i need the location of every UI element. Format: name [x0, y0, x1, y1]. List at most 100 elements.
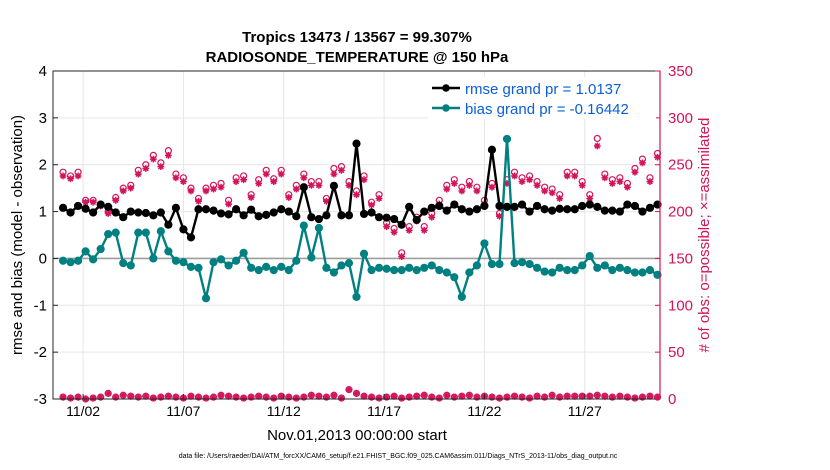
- rmse-point: [608, 206, 617, 215]
- rmse-point: [58, 203, 68, 212]
- rmse-point: [374, 213, 384, 222]
- bias-point: [141, 228, 150, 237]
- bias-point: [96, 244, 105, 254]
- rmse-point: [89, 208, 98, 217]
- rmse-point: [232, 205, 241, 214]
- rmse-point: [299, 183, 308, 192]
- obs-zero-assim-marker: [450, 393, 458, 401]
- obs-zero-assim-marker: [616, 392, 624, 400]
- rmse-point: [412, 215, 421, 225]
- left-tick-label: -3: [34, 391, 47, 408]
- obs-zero-assim-marker: [323, 393, 330, 401]
- rmse-point: [472, 205, 481, 214]
- bias-point: [119, 259, 128, 268]
- obs-assimilated-marker: [511, 172, 518, 180]
- obs-zero-assim-marker: [315, 392, 323, 400]
- rmse-point: [186, 233, 196, 242]
- rmse-point: [134, 208, 143, 217]
- bias-point: [608, 266, 617, 275]
- rmse-point: [450, 200, 459, 209]
- obs-assimilated-marker: [240, 176, 248, 184]
- obs-zero-assim-marker: [240, 394, 248, 402]
- rmse-point: [420, 207, 429, 216]
- rmse-point: [292, 212, 301, 221]
- bias-point: [457, 292, 466, 301]
- obs-zero-assim-marker: [195, 393, 202, 401]
- bias-point: [555, 263, 564, 272]
- bias-point: [442, 268, 451, 277]
- bias-point: [216, 255, 226, 264]
- bias-series: [58, 134, 662, 303]
- rmse-point: [578, 201, 587, 211]
- obs-assimilated-marker: [488, 183, 496, 191]
- rmse-point: [532, 201, 542, 211]
- bias-point: [382, 264, 391, 273]
- obs-assimilated-marker: [503, 180, 511, 187]
- obs-zero-assim-marker: [262, 393, 270, 401]
- rmse-point: [194, 205, 203, 214]
- obs-zero-assim-marker: [526, 394, 533, 402]
- bias-point: [420, 263, 429, 272]
- rmse-point: [269, 208, 278, 217]
- obs-zero-assim-marker: [360, 392, 368, 400]
- bias-point: [81, 247, 90, 256]
- obs-zero-assim-marker: [255, 392, 263, 400]
- rmse-point: [284, 207, 293, 216]
- obs-assimilated-marker: [518, 178, 526, 185]
- bias-point: [134, 228, 143, 237]
- obs-assimilated-marker: [533, 181, 541, 189]
- bias-point: [540, 267, 549, 276]
- obs-assimilated-marker: [262, 170, 270, 178]
- bias-point: [314, 223, 323, 233]
- left-tick-label: 3: [39, 110, 47, 127]
- rmse-point: [390, 214, 399, 224]
- obs-zero-assim-marker: [571, 392, 579, 400]
- obs-assimilated-marker: [195, 197, 202, 205]
- legend-box: [428, 77, 656, 119]
- bias-point: [412, 266, 421, 275]
- bias-point: [89, 255, 98, 264]
- bias-point: [269, 266, 278, 275]
- bias-point: [525, 259, 534, 269]
- bias-point: [239, 248, 248, 257]
- y-axis-left-label: rmse and bias (model - observation): [9, 115, 26, 355]
- rmse-point: [81, 204, 90, 213]
- bias-point: [510, 259, 519, 268]
- right-axis-ticks: 0 50 100 150 200 250 300 350: [655, 63, 693, 408]
- rmse-point: [525, 207, 534, 216]
- bias-point: [548, 268, 557, 277]
- rmse-point: [352, 139, 361, 148]
- obs-assimilated-marker: [473, 187, 481, 195]
- obs-assimilated-marker: [149, 155, 157, 163]
- rmse-point: [254, 212, 263, 221]
- rmse-point: [510, 202, 519, 211]
- obs-assimilated-marker: [300, 174, 308, 182]
- rmse-point: [623, 200, 632, 209]
- obs-assimilated-marker: [646, 178, 654, 185]
- rmse-point: [465, 207, 474, 216]
- right-tick-label: 300: [668, 110, 693, 127]
- bias-point: [465, 268, 474, 277]
- bias-point: [352, 292, 361, 301]
- bias-point: [367, 266, 376, 275]
- chart-title-line1: Tropics 13473 / 13567 = 99.307%: [242, 29, 472, 46]
- obs-assimilated-marker: [458, 187, 466, 195]
- bias-point: [600, 261, 609, 270]
- obs-assimilated-marker: [307, 181, 315, 189]
- right-tick-label: 50: [668, 344, 685, 361]
- obs-assimilated-marker: [654, 153, 661, 161]
- obs-zero-assim-marker: [300, 393, 308, 401]
- legend-rmse-marker: [442, 84, 450, 92]
- obs-zero-assim-marker: [375, 394, 383, 402]
- bias-point: [329, 268, 339, 277]
- obs-assimilated-marker: [164, 151, 172, 159]
- obs-zero-assim-marker: [383, 393, 390, 401]
- obs-possible-marker: [593, 134, 601, 143]
- x-tick-label: 11/22: [467, 403, 501, 419]
- left-tick-label: -1: [34, 297, 47, 314]
- obs-zero-assim-marker: [435, 394, 443, 402]
- x-axis-ticks: 11/02 11/07 11/12 11/17 11/22 11/27: [66, 394, 602, 419]
- rmse-point: [517, 200, 527, 209]
- bias-point: [397, 266, 406, 275]
- rmse-point: [570, 205, 579, 214]
